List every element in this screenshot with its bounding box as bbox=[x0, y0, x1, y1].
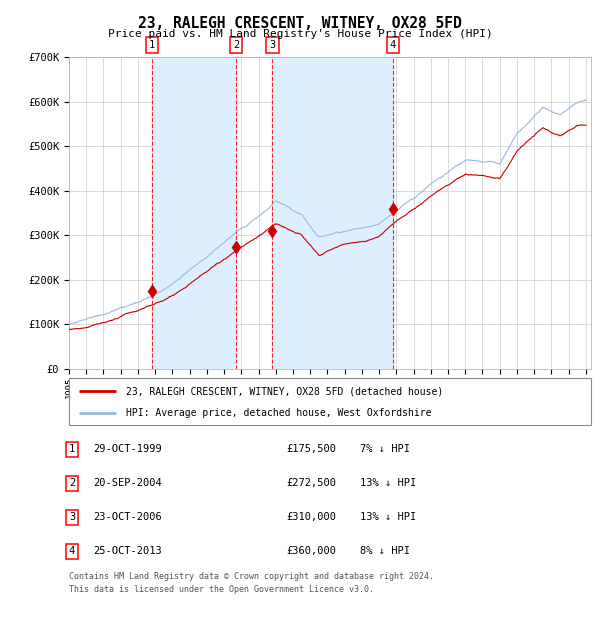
Text: £272,500: £272,500 bbox=[286, 478, 336, 489]
Text: 13% ↓ HPI: 13% ↓ HPI bbox=[360, 478, 416, 489]
Text: 13% ↓ HPI: 13% ↓ HPI bbox=[360, 512, 416, 523]
Text: 23, RALEGH CRESCENT, WITNEY, OX28 5FD (detached house): 23, RALEGH CRESCENT, WITNEY, OX28 5FD (d… bbox=[127, 386, 443, 396]
Text: 23, RALEGH CRESCENT, WITNEY, OX28 5FD: 23, RALEGH CRESCENT, WITNEY, OX28 5FD bbox=[138, 16, 462, 30]
Text: This data is licensed under the Open Government Licence v3.0.: This data is licensed under the Open Gov… bbox=[69, 585, 374, 595]
Text: 8% ↓ HPI: 8% ↓ HPI bbox=[360, 546, 410, 557]
Text: 3: 3 bbox=[269, 40, 275, 50]
Text: £310,000: £310,000 bbox=[286, 512, 336, 523]
Text: 3: 3 bbox=[69, 512, 75, 523]
Text: Contains HM Land Registry data © Crown copyright and database right 2024.: Contains HM Land Registry data © Crown c… bbox=[69, 572, 434, 581]
Text: 29-OCT-1999: 29-OCT-1999 bbox=[93, 444, 162, 454]
Text: 1: 1 bbox=[69, 444, 75, 454]
Text: 2: 2 bbox=[69, 478, 75, 489]
Text: 25-OCT-2013: 25-OCT-2013 bbox=[93, 546, 162, 557]
Bar bbox=[152, 57, 236, 369]
Text: 23-OCT-2006: 23-OCT-2006 bbox=[93, 512, 162, 523]
Text: Price paid vs. HM Land Registry's House Price Index (HPI): Price paid vs. HM Land Registry's House … bbox=[107, 29, 493, 38]
Text: 1: 1 bbox=[149, 40, 155, 50]
Text: 4: 4 bbox=[69, 546, 75, 557]
Text: 7% ↓ HPI: 7% ↓ HPI bbox=[360, 444, 410, 454]
Text: £175,500: £175,500 bbox=[286, 444, 336, 454]
Text: 4: 4 bbox=[390, 40, 396, 50]
Bar bbox=[272, 57, 393, 369]
FancyBboxPatch shape bbox=[69, 378, 591, 425]
Text: HPI: Average price, detached house, West Oxfordshire: HPI: Average price, detached house, West… bbox=[127, 408, 432, 418]
Text: £360,000: £360,000 bbox=[286, 546, 336, 557]
Text: 2: 2 bbox=[233, 40, 239, 50]
Text: 20-SEP-2004: 20-SEP-2004 bbox=[93, 478, 162, 489]
